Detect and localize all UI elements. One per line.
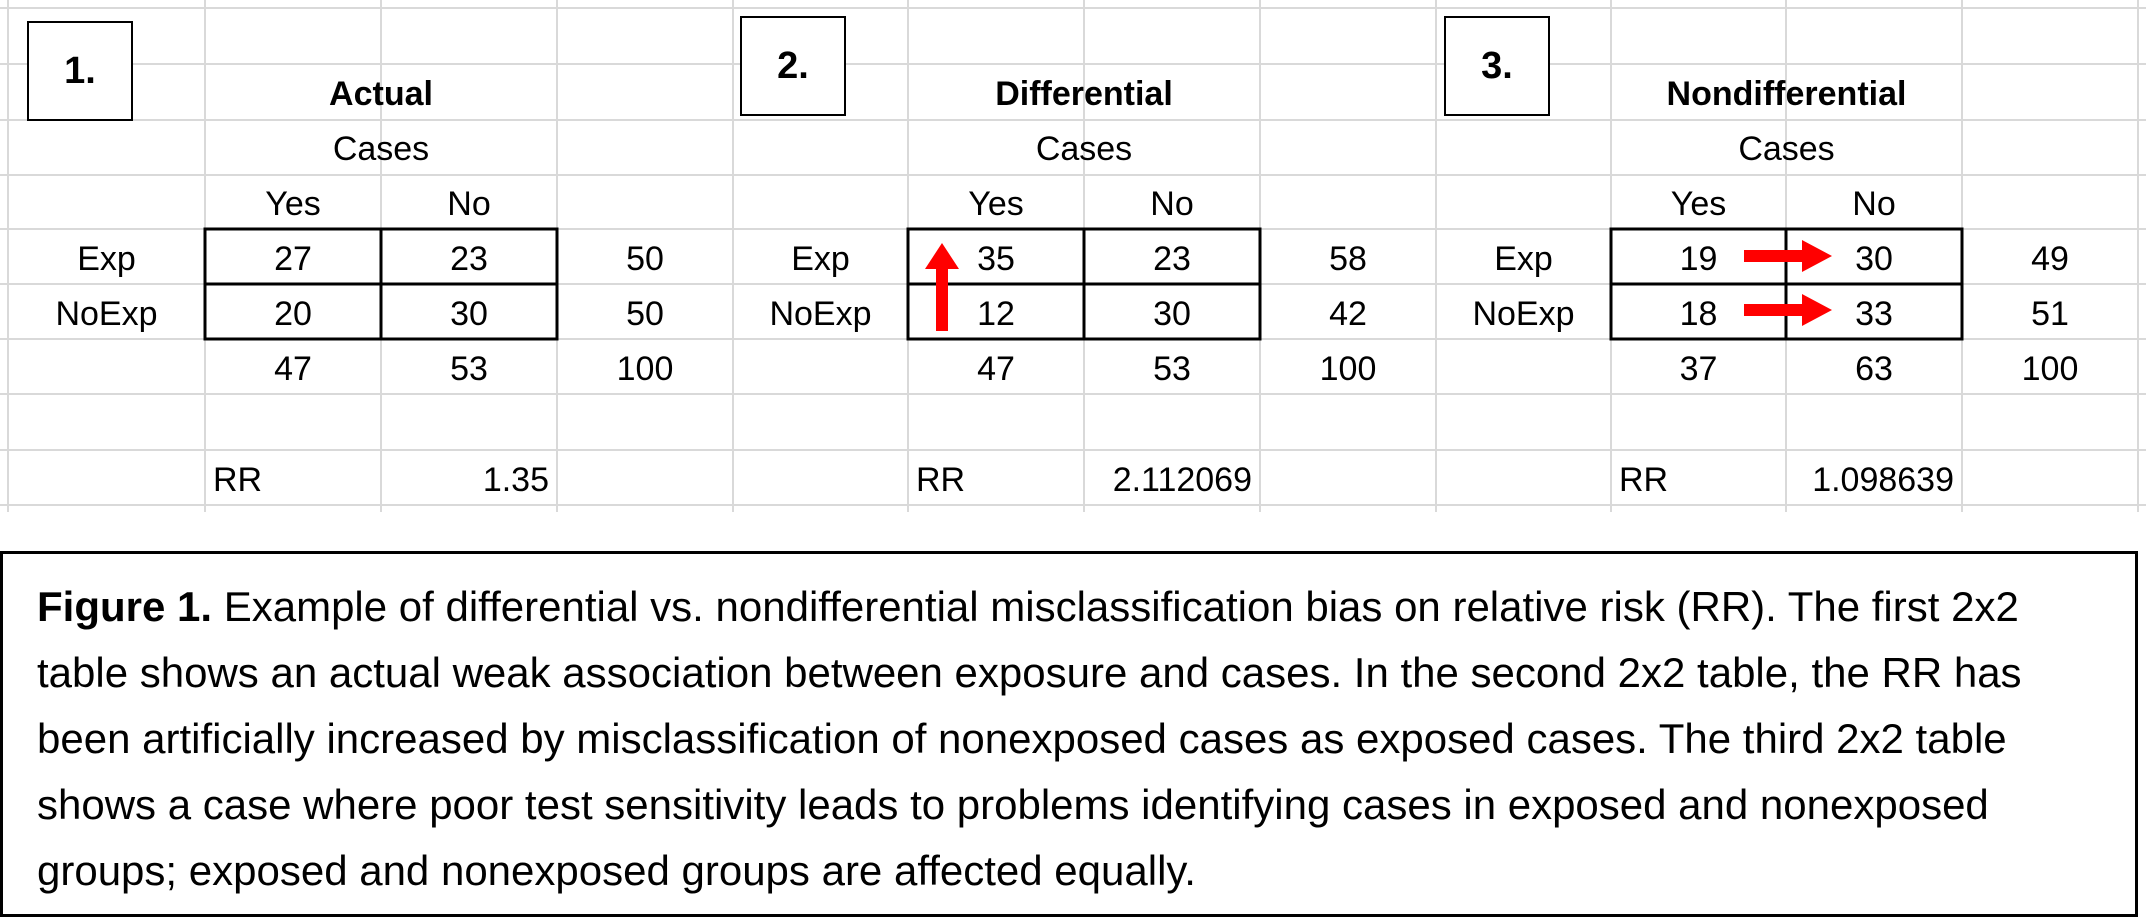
row-exp-label: Exp xyxy=(77,240,136,278)
panel-title: Nondifferential xyxy=(1666,75,1907,113)
cell-grand-total: 100 xyxy=(616,350,674,388)
cell-noexp-yes: 20 xyxy=(274,295,312,333)
panel-number: 2. xyxy=(740,16,846,116)
cell-exp-yes: 35 xyxy=(977,240,1015,278)
rr-label: RR xyxy=(916,461,966,499)
cell-exp-total: 50 xyxy=(626,240,664,278)
cell-exp-yes: 19 xyxy=(1679,240,1718,278)
cell-exp-no: 23 xyxy=(450,240,488,278)
caption-text: Example of differential vs. nondifferent… xyxy=(37,583,2022,894)
row-noexp-label: NoExp xyxy=(55,295,158,333)
two-by-two-table-border xyxy=(203,227,559,341)
col-no-header: No xyxy=(447,185,491,223)
cell-exp-yes: 27 xyxy=(274,240,312,278)
row-noexp-label: NoExp xyxy=(1472,295,1575,333)
cell-noexp-total: 50 xyxy=(626,295,664,333)
cell-total-no: 63 xyxy=(1855,350,1893,388)
cell-noexp-yes: 18 xyxy=(1679,295,1718,333)
cell-grand-total: 100 xyxy=(2021,350,2079,388)
row-noexp-label: NoExp xyxy=(769,295,872,333)
arrow-up-icon xyxy=(925,243,959,331)
panel-title: Actual xyxy=(329,75,433,113)
two-by-two-table-border xyxy=(1609,227,1964,341)
cell-total-yes: 47 xyxy=(274,350,312,388)
cell-total-no: 53 xyxy=(1153,350,1191,388)
panel-title: Differential xyxy=(995,75,1173,113)
arrow-right-icon xyxy=(1744,294,1832,326)
cell-total-yes: 37 xyxy=(1679,350,1718,388)
cell-total-yes: 47 xyxy=(977,350,1015,388)
row-exp-label: Exp xyxy=(791,240,850,278)
cell-noexp-no: 30 xyxy=(450,295,488,333)
rr-label: RR xyxy=(1619,461,1669,499)
cell-noexp-no: 30 xyxy=(1153,295,1191,333)
rr-value: 2.112069 xyxy=(1112,461,1252,499)
two-by-two-table-border xyxy=(906,227,1262,341)
cell-noexp-total: 51 xyxy=(2031,295,2069,333)
arrow-right-icon xyxy=(1744,240,1832,272)
row-exp-label: Exp xyxy=(1494,240,1553,278)
col-no-header: No xyxy=(1150,185,1194,223)
panel-number: 3. xyxy=(1444,16,1550,116)
cell-exp-no: 30 xyxy=(1855,240,1893,278)
cell-noexp-no: 33 xyxy=(1855,295,1893,333)
panel-number: 1. xyxy=(27,21,133,121)
cases-label: Cases xyxy=(1035,130,1133,168)
cell-total-no: 53 xyxy=(450,350,488,388)
col-yes-header: Yes xyxy=(1670,185,1727,223)
figure-caption: Figure 1. Example of differential vs. no… xyxy=(0,551,2138,917)
cases-label: Cases xyxy=(332,130,430,168)
rr-value: 1.35 xyxy=(482,461,549,499)
cell-grand-total: 100 xyxy=(1319,350,1377,388)
col-yes-header: Yes xyxy=(265,185,321,223)
col-yes-header: Yes xyxy=(968,185,1024,223)
cell-exp-total: 49 xyxy=(2031,240,2069,278)
caption-lead: Figure 1. xyxy=(37,583,213,630)
rr-value: 1.098639 xyxy=(1812,461,1954,499)
cases-label: Cases xyxy=(1738,130,1835,168)
cell-noexp-total: 42 xyxy=(1329,295,1367,333)
cell-exp-total: 58 xyxy=(1329,240,1367,278)
col-no-header: No xyxy=(1852,185,1896,223)
rr-label: RR xyxy=(213,461,263,499)
cell-noexp-yes: 12 xyxy=(977,295,1015,333)
cell-exp-no: 23 xyxy=(1153,240,1191,278)
